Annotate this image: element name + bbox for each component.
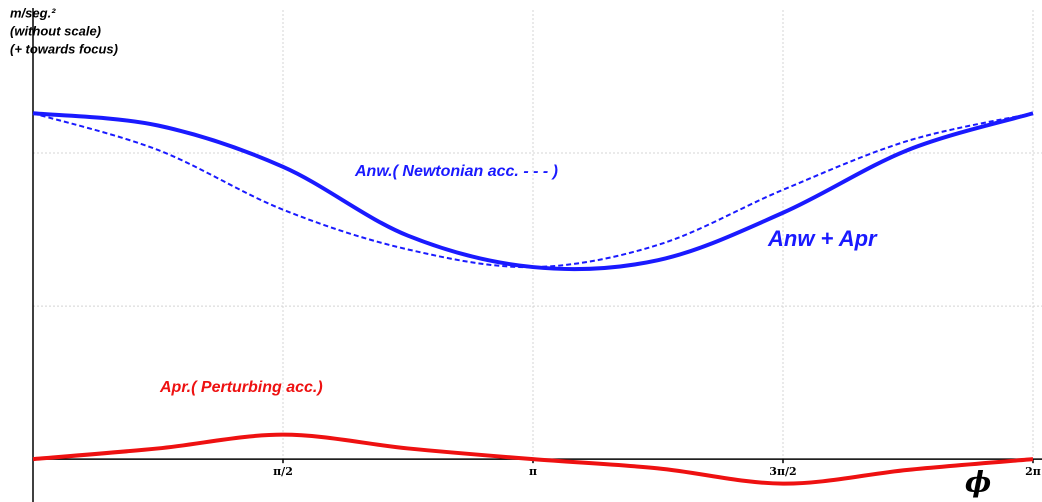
y-axis-label: (without scale) (10, 23, 101, 38)
series-label: Anw + Apr (767, 226, 878, 251)
series-label: Apr.( Perturbing acc.) (159, 379, 323, 396)
series-line (32, 111, 1034, 272)
x-tick-label: π/2 (273, 465, 293, 478)
x-tick-label: π (529, 465, 537, 478)
y-axis-label: (+ towards focus) (10, 41, 118, 56)
series-label: Anw.( Newtonian acc. - - - ) (354, 163, 558, 180)
series-line (32, 112, 1034, 269)
x-tick-label: 2π (1025, 465, 1041, 478)
series-line (32, 432, 1034, 486)
x-axis-symbol: ϕ (965, 466, 991, 499)
x-tick-label: 3π/2 (769, 465, 796, 478)
